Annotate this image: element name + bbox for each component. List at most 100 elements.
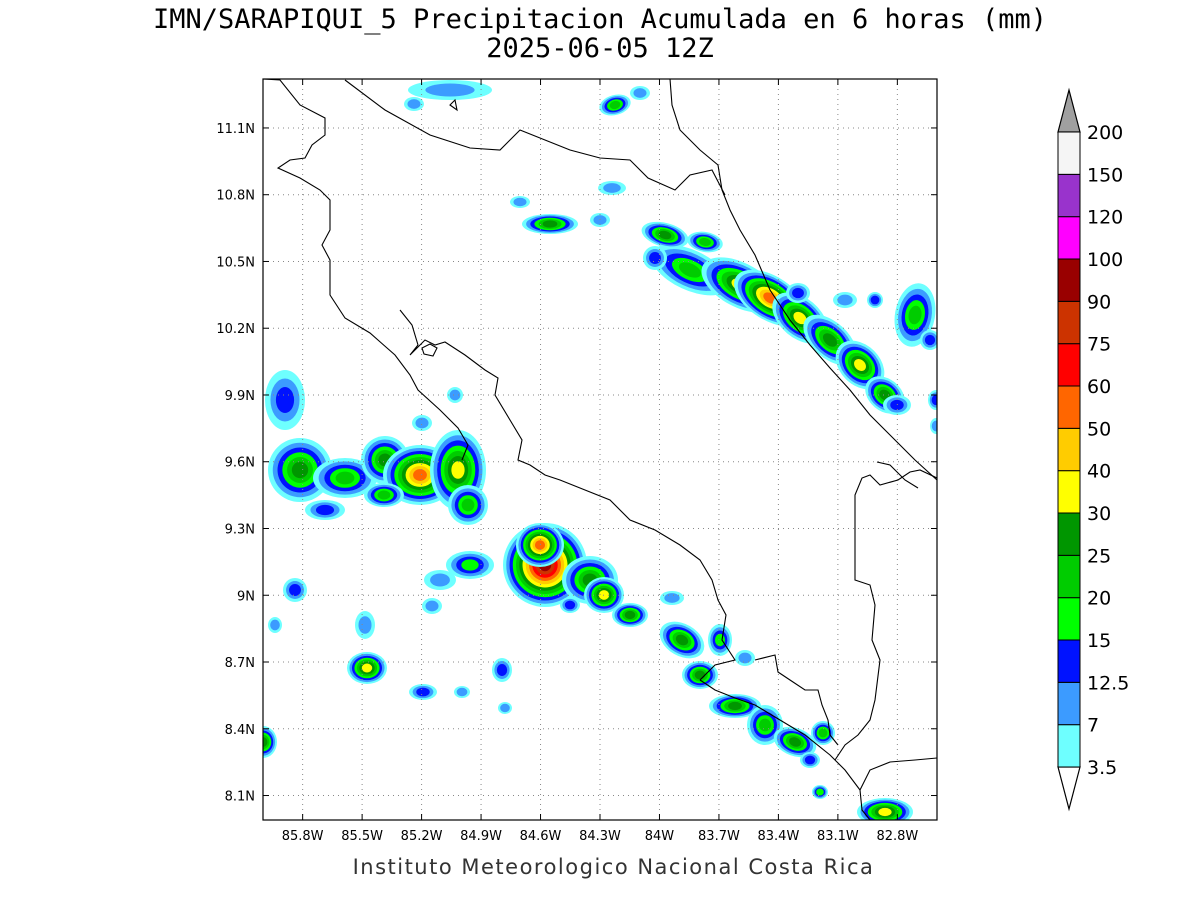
- colorbar-label: 20: [1087, 588, 1111, 610]
- rain-cell: [313, 458, 377, 498]
- colorbar-label: 7: [1087, 715, 1099, 737]
- rain-contour-25: [822, 333, 838, 347]
- rain-contour-25: [542, 220, 558, 228]
- rain-contour-7: [500, 703, 510, 713]
- rain-contour-7: [633, 88, 647, 98]
- rain-contour-15: [714, 633, 726, 647]
- rain-contour-25: [263, 737, 268, 747]
- coastline-northwest: [263, 79, 469, 461]
- colorbar-label: 60: [1087, 376, 1111, 398]
- rain-cell: [928, 390, 937, 410]
- gridlines: [263, 79, 937, 820]
- rain-contour-12-5: [275, 386, 295, 414]
- peninsula-south: [699, 679, 871, 820]
- rain-cell: [660, 591, 684, 605]
- colorbar-label: 200: [1087, 122, 1123, 144]
- rain-contour-20: [699, 237, 711, 247]
- rain-cell: [268, 438, 332, 502]
- rain-cell: [920, 330, 937, 350]
- lat-tick-label: 9N: [237, 589, 255, 604]
- lat-tick-label: 10.2N: [216, 322, 255, 337]
- rain-contour-7: [430, 573, 450, 587]
- rain-cell: [347, 652, 387, 684]
- lon-tick-label: 84.6W: [520, 829, 562, 844]
- rain-cell: [786, 283, 810, 303]
- lat-tick-label: 9.6N: [225, 456, 255, 471]
- rain-contour-25: [789, 737, 801, 747]
- rain-contour-12-5: [890, 399, 904, 411]
- rain-cell: [709, 694, 761, 718]
- colorbar-swatch: [1057, 258, 1081, 302]
- nicaragua-border: [344, 79, 726, 196]
- rain-contour-7: [593, 215, 607, 225]
- colorbar-swatch: [1057, 427, 1081, 472]
- rain-contour-25: [675, 634, 689, 646]
- lon-tick-label: 84W: [645, 829, 675, 844]
- rain-cell: [641, 221, 689, 249]
- colorbar-swatch: [1057, 597, 1081, 641]
- panama-border: [834, 469, 937, 761]
- rain-contour-30: [451, 461, 465, 479]
- lon-tick-label: 85.2W: [401, 829, 443, 844]
- coastlines: [263, 79, 937, 820]
- osa-peninsula: [754, 654, 839, 746]
- rain-cell: [510, 196, 530, 208]
- rain-contour-12-5: [564, 600, 576, 610]
- colorbar-swatch: [1057, 512, 1081, 556]
- rain-contour-25: [624, 610, 636, 620]
- colorbar-label: 100: [1087, 249, 1123, 271]
- rain-contour-12-5: [416, 687, 430, 697]
- colorbar-swatch: [1057, 216, 1081, 260]
- colorbar-label: 12.5: [1087, 672, 1129, 694]
- rain-contour-12-5: [289, 584, 301, 596]
- lon-tick-label: 85.5W: [341, 829, 383, 844]
- colorbar-swatch: [1057, 681, 1081, 726]
- lon-tick-label: 84.9W: [460, 829, 502, 844]
- rain-contour-20: [609, 100, 621, 110]
- colorbar-swatch: [1057, 639, 1081, 683]
- lon-tick-label: 82.8W: [876, 829, 918, 844]
- rain-contour-30: [361, 663, 373, 673]
- colorbar-swatch: [1057, 300, 1081, 345]
- rain-cell: [630, 86, 650, 100]
- lat-tick-label: 9.3N: [225, 522, 255, 537]
- colorbar-swatch: [1057, 343, 1081, 387]
- rain-contour-20: [678, 262, 702, 278]
- rain-cell: [857, 798, 913, 820]
- rain-cell: [412, 415, 432, 431]
- rain-contour-20: [818, 728, 828, 738]
- lon-tick-label: 83.4W: [758, 829, 800, 844]
- rain-cell: [708, 624, 732, 656]
- lat-tick-label: 11.1N: [216, 122, 255, 137]
- colorbar-swatch: [1057, 385, 1081, 429]
- rain-cell: [408, 80, 492, 100]
- rain-cell: [835, 340, 885, 390]
- colorbar-label: 75: [1087, 334, 1111, 356]
- colorbar: 3.5 7 12.5 15 20 25 30 40 50 60 75 90 100 120 150 200: [1057, 87, 1129, 812]
- lat-tick-label: 8.1N: [225, 790, 255, 805]
- nicoya-gulf: [399, 309, 736, 681]
- rain-contour-7: [425, 600, 439, 612]
- rain-cell: [682, 661, 718, 689]
- lon-tick-label: 85.8W: [282, 829, 324, 844]
- rain-cell: [498, 702, 512, 714]
- precipitation-field: [263, 80, 937, 820]
- rain-cell: [516, 523, 564, 567]
- rain-contour-7: [603, 183, 621, 193]
- rain-contour-7: [513, 197, 527, 207]
- rain-contour-25: [694, 670, 706, 680]
- colorbar-label: 150: [1087, 164, 1123, 186]
- bocas-coast: [876, 461, 919, 489]
- rain-contour-20: [377, 490, 391, 500]
- rain-cell: [659, 621, 705, 659]
- colorbar-swatch: [1057, 724, 1081, 768]
- rain-contour-50: [534, 540, 546, 550]
- rain-cell: [930, 418, 937, 434]
- credit-footer: Instituto Meteorologico Nacional Costa R…: [352, 855, 875, 879]
- rain-contour-30: [878, 807, 892, 817]
- rain-cell: [590, 213, 610, 227]
- rain-contour-12-5: [792, 287, 804, 299]
- rain-cell: [811, 721, 835, 745]
- rain-contour-7: [407, 99, 421, 109]
